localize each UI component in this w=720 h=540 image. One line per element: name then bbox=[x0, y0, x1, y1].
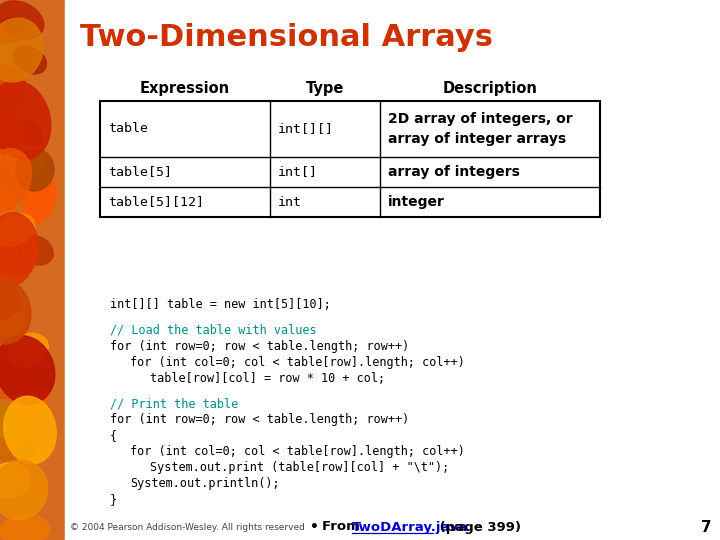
Ellipse shape bbox=[0, 276, 31, 344]
Bar bbox=[0, 0, 65, 540]
Ellipse shape bbox=[17, 235, 53, 265]
Ellipse shape bbox=[0, 213, 38, 287]
Ellipse shape bbox=[0, 305, 24, 336]
Text: Expression: Expression bbox=[140, 80, 230, 96]
Text: table[row][col] = row * 10 + col;: table[row][col] = row * 10 + col; bbox=[150, 372, 385, 384]
Text: array of integers: array of integers bbox=[388, 165, 520, 179]
Ellipse shape bbox=[4, 396, 56, 464]
Ellipse shape bbox=[0, 484, 41, 516]
Ellipse shape bbox=[12, 378, 48, 422]
Ellipse shape bbox=[14, 46, 46, 74]
Text: int[]: int[] bbox=[278, 165, 318, 179]
Bar bbox=[100, 101, 600, 217]
Ellipse shape bbox=[0, 402, 19, 438]
Ellipse shape bbox=[0, 435, 35, 465]
Ellipse shape bbox=[0, 244, 36, 276]
Ellipse shape bbox=[0, 17, 27, 43]
Ellipse shape bbox=[0, 460, 48, 520]
Text: {: { bbox=[110, 429, 117, 442]
Text: int: int bbox=[278, 195, 302, 208]
Text: TwoDArray.java: TwoDArray.java bbox=[352, 521, 468, 534]
Text: Two-Dimensional Arrays: Two-Dimensional Arrays bbox=[80, 24, 493, 52]
Ellipse shape bbox=[5, 145, 45, 175]
Ellipse shape bbox=[0, 426, 19, 454]
Text: int[][]: int[][] bbox=[278, 123, 334, 136]
Text: From: From bbox=[322, 521, 364, 534]
Ellipse shape bbox=[16, 149, 54, 191]
Ellipse shape bbox=[0, 108, 23, 152]
Text: Description: Description bbox=[443, 80, 537, 96]
Text: for (int row=0; row < table.length; row++): for (int row=0; row < table.length; row+… bbox=[110, 413, 409, 426]
Text: for (int row=0; row < table.length; row++): for (int row=0; row < table.length; row+… bbox=[110, 340, 409, 353]
Text: for (int col=0; col < table[row].length; col++): for (int col=0; col < table[row].length;… bbox=[130, 445, 465, 458]
Ellipse shape bbox=[0, 1, 44, 39]
Text: •: • bbox=[310, 520, 319, 534]
Ellipse shape bbox=[7, 333, 48, 367]
Ellipse shape bbox=[0, 214, 35, 246]
Ellipse shape bbox=[0, 84, 27, 116]
Text: // Print the table: // Print the table bbox=[110, 397, 238, 410]
Text: System.out.print (table[row][col] + "\t");: System.out.print (table[row][col] + "\t"… bbox=[150, 461, 449, 474]
Ellipse shape bbox=[0, 280, 19, 320]
Text: }: } bbox=[110, 493, 117, 506]
Ellipse shape bbox=[0, 121, 41, 159]
Text: 2D array of integers, or
array of integer arrays: 2D array of integers, or array of intege… bbox=[388, 112, 572, 146]
Text: System.out.println();: System.out.println(); bbox=[130, 477, 279, 490]
Ellipse shape bbox=[0, 148, 32, 211]
Ellipse shape bbox=[0, 361, 32, 399]
Text: table[5][12]: table[5][12] bbox=[108, 195, 204, 208]
Ellipse shape bbox=[0, 65, 25, 95]
Ellipse shape bbox=[0, 18, 43, 82]
Text: integer: integer bbox=[388, 195, 445, 209]
Text: // Load the table with values: // Load the table with values bbox=[110, 323, 317, 336]
Ellipse shape bbox=[0, 336, 55, 404]
Text: table: table bbox=[108, 123, 148, 136]
Ellipse shape bbox=[24, 176, 56, 224]
Text: © 2004 Pearson Addison-Wesley. All rights reserved: © 2004 Pearson Addison-Wesley. All right… bbox=[70, 523, 305, 531]
Text: table[5]: table[5] bbox=[108, 165, 172, 179]
Ellipse shape bbox=[0, 186, 19, 214]
Ellipse shape bbox=[0, 80, 51, 159]
Text: Type: Type bbox=[306, 80, 344, 96]
Text: for (int col=0; col < table[row].length; col++): for (int col=0; col < table[row].length;… bbox=[130, 356, 465, 369]
Text: int[][] table = new int[5][10];: int[][] table = new int[5][10]; bbox=[110, 298, 331, 311]
Ellipse shape bbox=[0, 515, 50, 540]
Text: (page 399): (page 399) bbox=[435, 521, 521, 534]
Ellipse shape bbox=[0, 462, 30, 497]
Text: 7: 7 bbox=[701, 519, 711, 535]
